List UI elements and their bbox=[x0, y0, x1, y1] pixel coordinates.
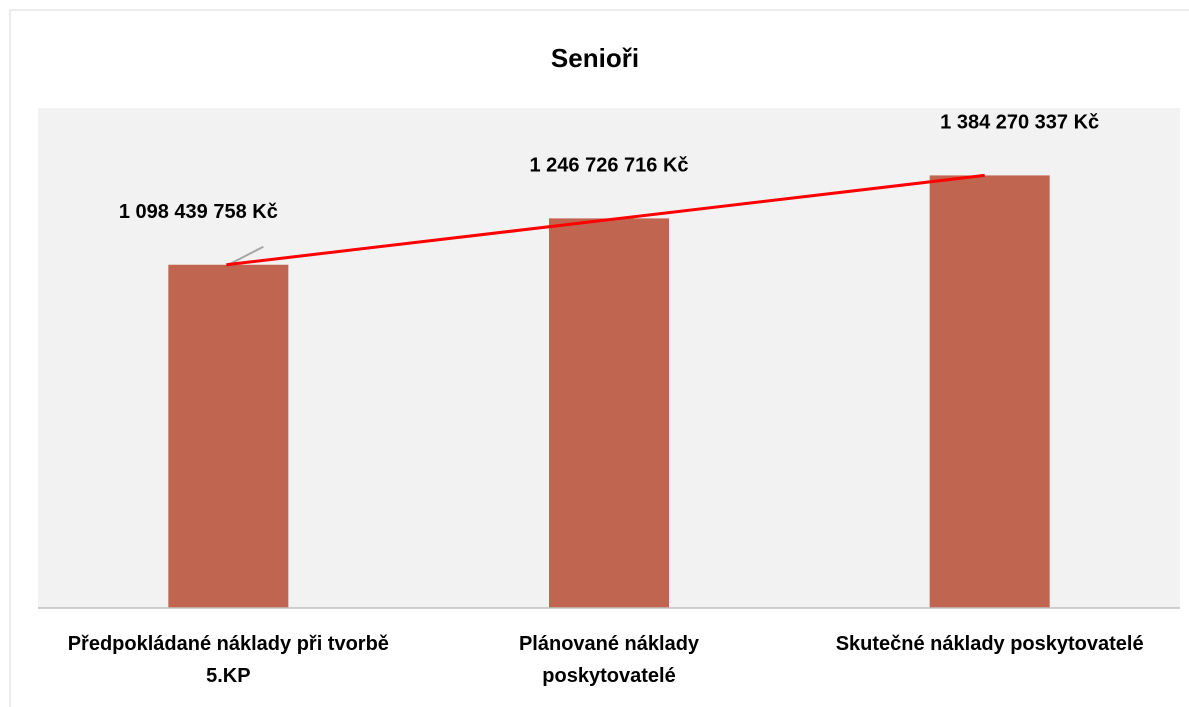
bar bbox=[929, 175, 1050, 608]
chart-title: Senioři bbox=[551, 43, 639, 73]
bar bbox=[168, 264, 289, 608]
x-tick-label: Skutečné náklady poskytovatelé bbox=[835, 633, 1144, 655]
x-tick-label: Předpokládané náklady při tvorbě 5.KP bbox=[67, 633, 389, 687]
value-label: 1 384 270 337 Kč bbox=[940, 112, 1099, 134]
bar bbox=[549, 218, 669, 609]
value-label: 1 098 439 758 Kč bbox=[119, 201, 278, 223]
value-label: 1 246 726 716 Kč bbox=[529, 155, 688, 177]
x-tick-label: Plánované náklady poskytovatelé bbox=[518, 633, 700, 687]
trend-line bbox=[226, 173, 985, 267]
leader-line bbox=[227, 245, 264, 266]
